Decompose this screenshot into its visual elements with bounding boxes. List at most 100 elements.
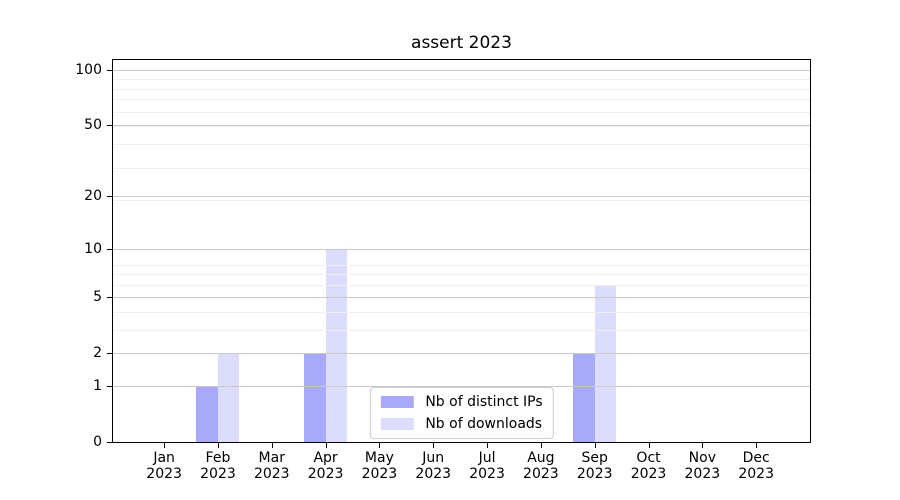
x-tick-label-year-nov: 2023 [684, 466, 721, 482]
x-tick-mark-sep [594, 443, 596, 448]
y-tick-label-20: 20 [84, 188, 102, 205]
x-tick-mark-jun [433, 443, 435, 448]
y-tick-mark-0 [107, 442, 112, 443]
gridline-major-1 [113, 386, 810, 388]
y-tick-mark-20 [107, 196, 112, 198]
x-tick-label-mar: Mar 2023 [237, 450, 307, 482]
x-tick-mark-jul [487, 443, 489, 448]
plot-area: Nb of distinct IPs Nb of downloads [112, 59, 811, 443]
x-tick-mark-aug [540, 443, 542, 448]
x-tick-label-year-jul: 2023 [469, 466, 505, 482]
bar-distinct-ips-feb [196, 386, 218, 442]
gridline-minor-59 [113, 111, 810, 113]
x-tick-label-jan: Jan 2023 [129, 450, 199, 482]
gridline-minor-6 [113, 285, 810, 287]
bar-downloads-apr [325, 248, 348, 442]
y-tick-label-1: 1 [93, 378, 102, 395]
x-tick-label-month-mar: Mar [258, 450, 285, 466]
x-tick-label-feb: Feb 2023 [183, 450, 253, 482]
gridline-major-2 [113, 353, 810, 355]
x-tick-label-month-jul: Jul [478, 450, 496, 466]
gridline-minor-39 [113, 144, 810, 146]
x-tick-label-month-sep: Sep [581, 450, 608, 466]
x-tick-label-dec: Dec 2023 [721, 450, 791, 482]
y-tick-mark-2 [107, 353, 112, 355]
gridline-minor-79 [113, 88, 810, 90]
y-tick-mark-5 [107, 297, 112, 299]
x-tick-label-year-jun: 2023 [415, 466, 452, 482]
gridline-minor-49 [113, 126, 810, 128]
x-tick-label-month-nov: Nov [688, 450, 716, 466]
y-tick-mark-50 [107, 124, 112, 126]
x-tick-label-year-oct: 2023 [630, 466, 667, 482]
chart-title: assert 2023 [411, 33, 512, 53]
x-tick-label-month-oct: Oct [636, 450, 661, 466]
x-tick-label-may: May 2023 [344, 450, 414, 482]
x-tick-label-year-sep: 2023 [576, 466, 613, 482]
x-tick-mark-apr [325, 443, 327, 448]
x-tick-label-sep: Sep 2023 [560, 450, 630, 482]
legend: Nb of distinct IPs Nb of downloads [369, 387, 554, 439]
gridline-minor-29 [113, 167, 810, 169]
x-tick-mark-dec [756, 443, 758, 448]
x-tick-label-month-may: May [364, 450, 394, 466]
gridline-major-10 [113, 248, 810, 250]
x-tick-label-month-dec: Dec [742, 450, 770, 466]
x-tick-label-year-feb: 2023 [200, 466, 236, 482]
legend-item-distinct-ips: Nb of distinct IPs [380, 394, 543, 410]
x-tick-mark-may [379, 443, 381, 448]
gridline-major-5 [113, 297, 810, 299]
bar-downloads-sep [594, 285, 617, 442]
x-tick-mark-mar [271, 443, 273, 448]
legend-label-distinct-ips: Nb of distinct IPs [425, 394, 543, 410]
x-tick-label-month-apr: Apr [313, 450, 338, 466]
x-tick-label-apr: Apr 2023 [291, 450, 361, 482]
gridline-minor-4 [113, 312, 810, 314]
bar-distinct-ips-sep [573, 353, 595, 442]
x-tick-label-year-dec: 2023 [738, 466, 774, 482]
x-tick-label-nov: Nov 2023 [667, 450, 737, 482]
y-tick-label-0: 0 [93, 434, 102, 450]
y-tick-label-10: 10 [84, 240, 102, 257]
y-tick-mark-100 [107, 69, 112, 71]
x-tick-label-year-mar: 2023 [253, 466, 290, 482]
gridline-minor-7 [113, 274, 810, 276]
x-tick-label-aug: Aug 2023 [506, 450, 576, 482]
y-tick-label-5: 5 [93, 289, 102, 306]
x-tick-label-oct: Oct 2023 [614, 450, 684, 482]
gridline-minor-3 [113, 330, 810, 332]
gridline-major-20 [113, 196, 810, 198]
y-tick-mark-10 [107, 248, 112, 250]
legend-swatch-distinct-ips [380, 396, 414, 408]
gridline-minor-89 [113, 79, 810, 81]
x-tick-label-year-jan: 2023 [146, 466, 182, 482]
x-tick-label-year-aug: 2023 [523, 466, 559, 482]
y-tick-label-100: 100 [75, 61, 102, 78]
x-tick-mark-nov [702, 443, 704, 448]
bar-downloads-feb [217, 353, 240, 442]
gridline-minor-19 [113, 200, 810, 202]
gridline-major-50 [113, 124, 810, 126]
x-tick-label-month-feb: Feb [205, 450, 231, 466]
x-tick-mark-oct [648, 443, 650, 448]
gridline-minor-69 [113, 99, 810, 101]
x-tick-label-month-jun: Jun [422, 450, 445, 466]
y-tick-label-2: 2 [93, 345, 102, 362]
x-tick-label-month-aug: Aug [527, 450, 555, 466]
gridline-minor-8 [113, 264, 810, 266]
x-tick-mark-feb [217, 443, 219, 448]
y-tick-mark-1 [107, 386, 112, 388]
x-tick-mark-jan [164, 443, 166, 448]
legend-label-downloads: Nb of downloads [425, 416, 543, 432]
bar-distinct-ips-apr [304, 353, 326, 442]
x-tick-label-jul: Jul 2023 [452, 450, 522, 482]
legend-item-downloads: Nb of downloads [380, 416, 542, 432]
gridline-major-100 [113, 69, 810, 71]
x-tick-label-year-apr: 2023 [307, 466, 344, 482]
x-tick-label-year-may: 2023 [361, 466, 398, 482]
x-tick-label-jun: Jun 2023 [398, 450, 468, 482]
x-tick-label-month-jan: Jan [153, 450, 175, 466]
y-tick-label-50: 50 [84, 116, 102, 133]
legend-swatch-downloads [380, 418, 414, 430]
